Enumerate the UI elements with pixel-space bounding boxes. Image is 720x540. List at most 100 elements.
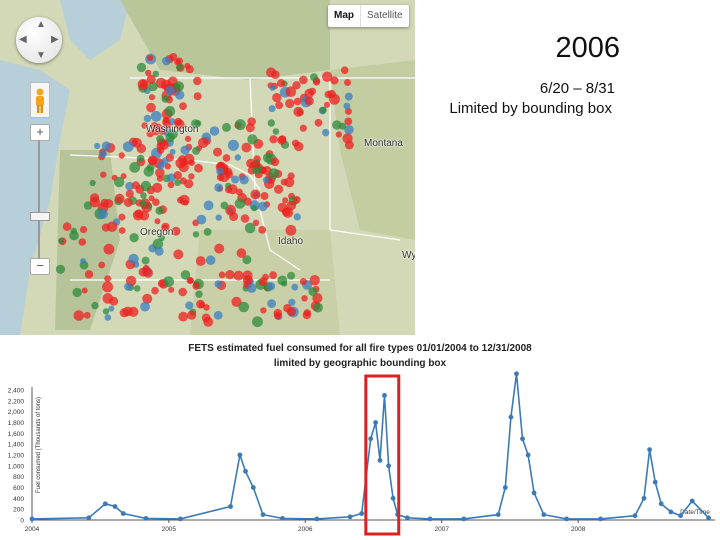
fire-point <box>104 275 112 283</box>
fire-point <box>209 126 220 136</box>
chart-subtitle: limited by geographic bounding box <box>273 358 447 369</box>
place-label-washington: Washington <box>146 124 199 135</box>
pan-control[interactable]: ▲ ▼ ◀ ▶ <box>16 17 62 63</box>
fire-point <box>188 173 195 180</box>
fire-point <box>260 192 269 200</box>
zoom-slider-handle[interactable] <box>30 212 50 221</box>
fire-point <box>162 56 171 66</box>
fire-point <box>319 106 327 114</box>
fire-point <box>114 193 125 204</box>
fire-point <box>91 301 99 310</box>
fire-point <box>177 196 184 204</box>
fire-point <box>73 310 85 321</box>
fire-point <box>167 181 175 189</box>
data-point <box>382 393 387 398</box>
fire-point <box>99 150 107 158</box>
fire-point <box>94 142 101 150</box>
fire-point <box>101 141 111 151</box>
y-tick-label: 200 <box>13 507 24 514</box>
zoom-out-button[interactable]: − <box>30 258 50 275</box>
fire-points <box>55 53 354 328</box>
fire-point <box>216 173 225 182</box>
data-point <box>404 515 410 521</box>
pan-right-icon[interactable]: ▶ <box>51 34 59 45</box>
fire-point <box>214 280 222 288</box>
fire-point <box>125 189 134 198</box>
fire-point <box>299 278 307 285</box>
map-terrain <box>0 0 415 335</box>
fire-point <box>227 184 238 195</box>
fire-point <box>233 270 244 281</box>
fire-point <box>203 304 210 311</box>
fire-point <box>163 276 175 287</box>
map-type-map-button[interactable]: Map <box>328 5 361 27</box>
fire-point <box>247 134 258 145</box>
pan-left-icon[interactable]: ◀ <box>19 34 27 45</box>
fire-point <box>236 248 247 258</box>
fire-point <box>266 282 276 291</box>
data-point <box>250 485 256 490</box>
y-tick-label: 600 <box>13 485 24 492</box>
fire-point <box>119 308 129 318</box>
street-view-pegman-icon[interactable] <box>30 82 50 118</box>
fire-point <box>129 162 141 173</box>
fire-point <box>322 128 330 137</box>
data-point <box>641 495 647 501</box>
fire-point <box>275 101 284 110</box>
fire-point <box>148 157 157 165</box>
fire-point <box>252 219 260 226</box>
zoom-in-button[interactable]: + <box>30 124 50 141</box>
fire-point <box>156 135 165 143</box>
fire-point <box>274 184 284 194</box>
map-type-control[interactable]: Map Satellite <box>328 5 409 27</box>
fire-point <box>140 180 152 192</box>
fire-point <box>139 200 147 207</box>
fire-point <box>80 258 87 265</box>
fire-point <box>213 310 223 320</box>
fire-point <box>220 201 229 210</box>
data-point <box>647 447 652 452</box>
fire-point <box>203 200 214 211</box>
fire-point <box>161 95 169 103</box>
fire-point <box>164 163 171 170</box>
data-point <box>386 463 391 469</box>
fire-point <box>156 175 164 182</box>
fire-point <box>180 270 191 280</box>
fire-point <box>291 283 299 291</box>
data-point <box>427 516 433 522</box>
fire-point <box>165 133 175 143</box>
fire-point <box>324 101 330 108</box>
fire-point <box>344 107 352 115</box>
fire-point <box>120 173 127 180</box>
fire-point <box>70 227 78 235</box>
fire-point <box>104 199 114 208</box>
fire-point <box>161 224 168 232</box>
fire-point <box>268 105 276 113</box>
map-type-satellite-button[interactable]: Satellite <box>367 10 403 21</box>
y-tick-label: 400 <box>13 496 24 503</box>
data-point <box>706 515 711 521</box>
data-point <box>541 512 547 517</box>
fire-map[interactable]: Map Satellite ▲ ▼ ◀ ▶ + − Washington Mon… <box>0 0 415 335</box>
fire-point <box>270 157 280 167</box>
fire-point <box>141 122 148 129</box>
zoom-slider-track[interactable] <box>38 140 40 260</box>
data-point <box>658 501 664 507</box>
pan-up-icon[interactable]: ▲ <box>36 19 46 30</box>
fire-point <box>140 192 147 199</box>
fire-point <box>89 179 96 187</box>
fire-point <box>169 148 176 155</box>
fire-point <box>164 105 176 117</box>
fire-point <box>109 296 119 306</box>
fire-point <box>344 92 353 101</box>
fire-point <box>158 127 166 135</box>
fire-point <box>161 157 169 165</box>
fire-point <box>303 309 311 317</box>
fire-point <box>294 141 304 152</box>
fire-point <box>322 71 333 82</box>
pan-down-icon[interactable]: ▼ <box>36 50 46 61</box>
y-tick-label: 1,400 <box>8 442 25 449</box>
fire-point <box>269 135 278 144</box>
fire-point <box>288 298 296 306</box>
fire-point <box>344 79 351 86</box>
